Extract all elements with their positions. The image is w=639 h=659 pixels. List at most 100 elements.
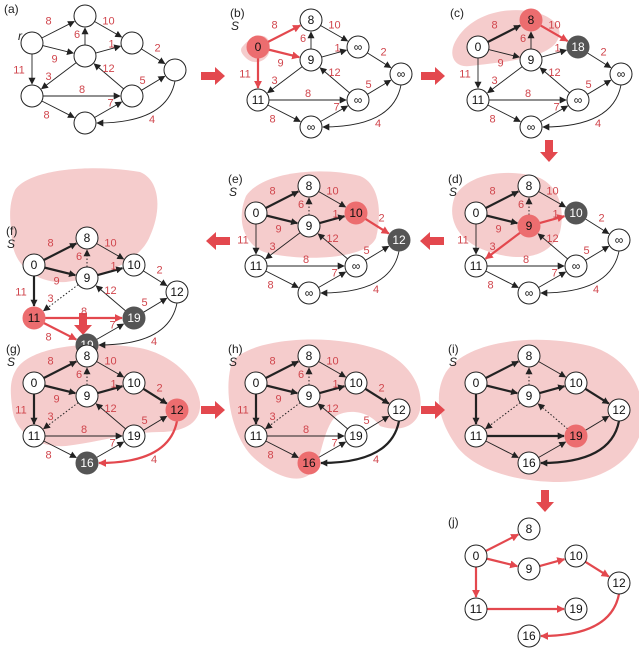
set-label: S	[7, 355, 15, 369]
edge-g-f	[318, 441, 347, 458]
edge-r-c	[44, 266, 77, 278]
node-value: 16	[522, 629, 536, 643]
edge-q-d	[367, 52, 392, 68]
edge-weight: 11	[237, 405, 248, 417]
node-value: 12	[612, 403, 626, 417]
set-label: S	[449, 355, 457, 369]
node-value: 16	[302, 456, 316, 470]
edge-f-d	[587, 79, 612, 95]
arrow-left	[206, 232, 230, 250]
node-p: 8	[517, 344, 541, 368]
edge-weight: 7	[331, 268, 337, 280]
edge-weight: 3	[47, 293, 53, 305]
edge-weight: 3	[269, 241, 275, 253]
node-p: 8	[517, 517, 541, 541]
node-c: 9	[75, 384, 99, 408]
edge-weight: 6	[298, 199, 304, 211]
node-c: 9	[299, 48, 323, 72]
edge-weight: 2	[156, 265, 162, 277]
edge-weight: 11	[457, 235, 468, 247]
node-value: 11	[28, 429, 41, 443]
node-c: 9	[297, 214, 321, 238]
node-r	[20, 31, 44, 55]
node-value: ∞	[527, 120, 536, 134]
edge-g-f	[538, 271, 567, 288]
edge-e-g	[41, 100, 75, 118]
edge-weight: 6	[76, 251, 82, 263]
arrow-down	[74, 313, 92, 335]
node-r: 0	[464, 371, 488, 395]
edge-c-q	[539, 384, 566, 395]
node-value: 19	[127, 311, 141, 325]
edge-p-q	[539, 24, 569, 42]
edge-weight: 12	[548, 67, 560, 79]
edge-p-q	[318, 191, 347, 208]
edge-weight: 3	[45, 71, 51, 83]
node-d: 12	[607, 398, 631, 422]
node-p: 8	[299, 8, 323, 32]
edge-q-d	[585, 218, 610, 235]
edge-g-f	[320, 105, 349, 122]
edge-weight: 9	[495, 224, 501, 236]
node-q: ∞	[346, 35, 370, 59]
node-value: 8	[528, 13, 535, 27]
node-g: ∞	[519, 115, 543, 139]
edge-c-q	[539, 214, 566, 225]
set-label: S	[231, 19, 239, 33]
arrow-right	[201, 401, 225, 419]
node-value: 11	[28, 311, 41, 325]
node-c: 9	[75, 266, 99, 290]
edge-c-e	[265, 232, 301, 260]
edge-weight: 8	[523, 254, 529, 266]
edge-weight: 3	[489, 241, 495, 253]
node-g: 16	[517, 624, 541, 648]
node-value: 19	[569, 429, 583, 443]
edge-weight: 8	[267, 450, 273, 462]
edge-e-g	[267, 104, 301, 122]
node-value: 0	[475, 40, 482, 54]
node-g: 16	[75, 451, 99, 475]
edge-f-d	[141, 75, 166, 91]
edge-f-c	[537, 233, 568, 260]
node-f: ∞	[344, 254, 368, 278]
edge-c-q	[95, 44, 122, 54]
panel-j: (j) 0 8 10 9 12 11 19 16	[448, 515, 631, 648]
edge-r-c	[486, 384, 519, 396]
edge-weight: 2	[378, 213, 384, 225]
node-r: 0	[244, 371, 268, 395]
node-d: 12	[165, 398, 189, 422]
edge-weight: 5	[365, 79, 371, 91]
node-value: 11	[250, 259, 263, 273]
edge-weight: 9	[53, 394, 59, 406]
edge-weight: 5	[363, 245, 369, 257]
node-g: 16	[517, 451, 541, 475]
edge-weight: 5	[141, 297, 147, 309]
edge-r-p	[485, 190, 519, 209]
node-e: 11	[246, 88, 270, 112]
edge-weight: 8	[303, 254, 309, 266]
edge-f-d	[143, 415, 168, 431]
node-p: 8	[519, 8, 543, 32]
node-q: 10	[344, 201, 368, 225]
edge-weight: 8	[81, 424, 87, 436]
panel-label: (b)	[230, 6, 245, 20]
edge-r-c	[44, 384, 77, 396]
edge-weight: 1	[554, 43, 560, 55]
edge-f-c	[319, 67, 350, 94]
edge-weight: 11	[237, 235, 248, 247]
edge-p-q	[96, 361, 125, 378]
node-c: 9	[517, 214, 541, 238]
node-p: 8	[517, 174, 541, 198]
arrow-right	[201, 67, 225, 85]
edge-weight: 2	[598, 213, 604, 225]
node-value: 10	[569, 549, 583, 563]
panel-label: (g)	[6, 342, 21, 356]
node-g: ∞	[297, 281, 321, 305]
node-value: 9	[306, 389, 313, 403]
edge-r-c	[266, 384, 299, 396]
edge-weight: 8	[305, 88, 311, 100]
node-f: 19	[344, 424, 368, 448]
edge-weight: 9	[53, 276, 59, 288]
